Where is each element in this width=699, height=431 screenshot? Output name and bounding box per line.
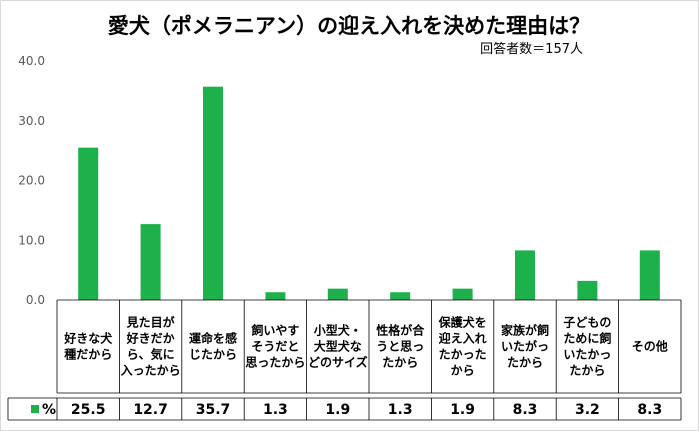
data-label: 25.5 [71, 402, 106, 418]
data-label: 1.3 [388, 402, 413, 418]
data-label: 8.3 [637, 402, 662, 418]
x-tick-label: じたから [189, 348, 237, 362]
x-tick-label: 好きだか [126, 331, 175, 346]
bar [140, 224, 161, 300]
x-tick-label: うと思っ [376, 340, 424, 354]
bar [577, 280, 598, 300]
x-tick-label: たかった [439, 348, 487, 362]
x-tick-label: 子どもの [563, 316, 611, 330]
x-tick-label: そうだと [251, 340, 299, 354]
data-label: 1.3 [263, 402, 288, 418]
bars [78, 86, 660, 300]
bar [203, 86, 223, 300]
bar [452, 288, 473, 300]
x-tick-label: たから [507, 356, 543, 370]
bar [390, 292, 411, 300]
x-tick-label: 入ったから [121, 364, 181, 378]
x-tick-label: たから [569, 364, 605, 378]
x-tick-label: 性格が合 [375, 323, 425, 338]
x-tick-label: 運命を感 [189, 331, 237, 346]
x-tick-label: ら、気に [127, 347, 175, 362]
y-tick-label: 40.0 [18, 54, 45, 68]
bar [327, 288, 348, 300]
data-label: 1.9 [325, 402, 350, 418]
x-tick-label: 迎え入れ [439, 331, 487, 346]
x-tick-label: 家族が飼 [501, 323, 549, 338]
x-tick-label: 大型犬な [314, 339, 362, 354]
x-tick-label: いたがっ [501, 339, 549, 354]
chart-title: 愛犬（ポメラニアン）の迎え入れを決めた理由は？ [108, 14, 590, 38]
legend-label: % [42, 402, 56, 418]
data-label: 1.9 [450, 402, 475, 418]
x-tick-label: 小型犬・ [314, 323, 362, 338]
x-tick-label: 思ったから [245, 356, 305, 370]
data-label: 35.7 [196, 402, 231, 418]
data-label: 8.3 [513, 402, 538, 418]
x-tick-label: いたかっ [563, 348, 611, 362]
bar [515, 250, 535, 300]
bar [78, 147, 99, 300]
x-tick-label: たから [382, 356, 418, 370]
x-tick-label: 飼いやす [250, 323, 299, 338]
y-tick-label: 10.0 [18, 233, 45, 247]
data-label: 12.7 [133, 402, 168, 418]
x-tick-label: から [451, 364, 475, 378]
y-tick-label: 30.0 [18, 114, 45, 128]
x-tick-label: どのサイズ [308, 355, 368, 370]
x-tick-label: 見た目が [126, 315, 175, 330]
y-tick-label: 20.0 [18, 174, 45, 188]
y-tick-label: 0.0 [26, 293, 45, 307]
y-axis: 0.0 10.0 20.0 30.0 40.0 [18, 54, 45, 307]
legend-key [31, 405, 39, 413]
x-tick-label: ために飼 [563, 331, 611, 346]
data-label: 3.2 [575, 402, 600, 418]
bar [639, 250, 660, 300]
x-tick-label: 保護犬を [438, 315, 487, 330]
x-tick-label: 好きな犬 [63, 331, 113, 346]
bar [265, 292, 286, 300]
x-tick-label: 種だから [64, 347, 112, 362]
x-tick-label: その他 [632, 339, 668, 354]
chart-subtitle: 回答者数＝157人 [480, 41, 583, 57]
